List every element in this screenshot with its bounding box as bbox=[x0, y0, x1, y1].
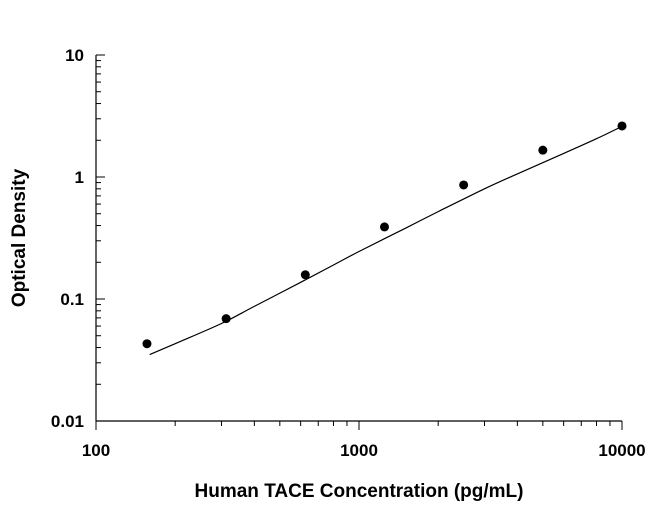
data-point bbox=[538, 145, 548, 155]
x-tick-label: 100 bbox=[82, 441, 110, 460]
data-point bbox=[142, 339, 152, 349]
y-axis-title: Optical Density bbox=[9, 168, 30, 307]
y-tick-label: 0.1 bbox=[60, 290, 84, 309]
y-tick-label: 10 bbox=[65, 46, 84, 65]
data-point bbox=[379, 222, 389, 232]
data-point bbox=[617, 121, 627, 131]
data-point bbox=[300, 270, 310, 280]
fit-curve bbox=[149, 125, 623, 356]
data-point bbox=[459, 180, 469, 190]
y-tick-label: 1 bbox=[75, 168, 84, 187]
x-tick-label: 10000 bbox=[598, 441, 645, 460]
tick-labels: 100 1000 10000 10 1 0.1 0.01 bbox=[51, 46, 646, 460]
data-points bbox=[142, 121, 627, 349]
x-axis-title: Human TACE Concentration (pg/mL) bbox=[195, 481, 524, 502]
data-point bbox=[221, 314, 231, 324]
y-tick-label: 0.01 bbox=[51, 412, 84, 431]
axes bbox=[95, 55, 622, 422]
ticks bbox=[95, 54, 623, 430]
x-tick-label: 1000 bbox=[340, 441, 378, 460]
